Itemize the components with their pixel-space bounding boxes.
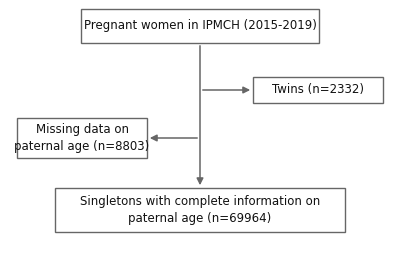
Bar bbox=[17, 118, 147, 158]
Bar bbox=[81, 9, 319, 43]
Text: Missing data on
paternal age (n=8803): Missing data on paternal age (n=8803) bbox=[14, 123, 150, 153]
Bar bbox=[55, 188, 345, 232]
Bar bbox=[253, 77, 383, 103]
Text: Twins (n=2332): Twins (n=2332) bbox=[272, 83, 364, 97]
Text: Singletons with complete information on
paternal age (n=69964): Singletons with complete information on … bbox=[80, 195, 320, 225]
Text: Pregnant women in IPMCH (2015-2019): Pregnant women in IPMCH (2015-2019) bbox=[84, 19, 316, 33]
